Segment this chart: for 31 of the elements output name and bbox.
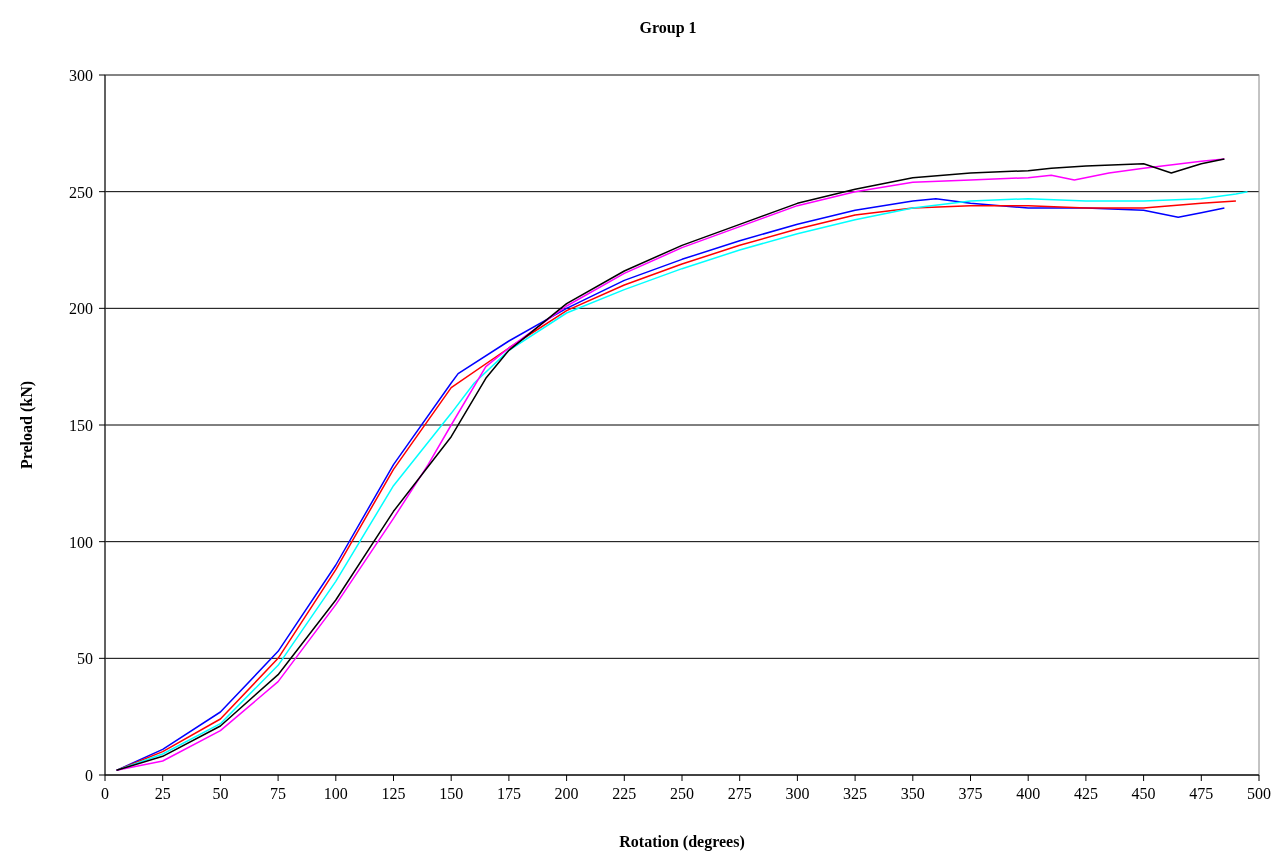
- x-tick-label: 125: [381, 785, 406, 802]
- x-tick-label: 25: [154, 785, 171, 802]
- y-tick-label: 150: [69, 417, 93, 434]
- x-tick-label: 150: [439, 785, 464, 802]
- chart-title: Group 1: [639, 19, 697, 37]
- x-tick-label: 500: [1247, 785, 1271, 802]
- x-tick-label: 475: [1189, 785, 1214, 802]
- x-tick-label: 225: [612, 785, 637, 802]
- x-tick-label: 0: [101, 785, 109, 802]
- x-tick-label: 425: [1073, 785, 1098, 802]
- x-tick-label: 400: [1016, 785, 1041, 802]
- y-tick-label: 200: [69, 300, 93, 318]
- y-tick-label: 50: [77, 650, 93, 668]
- y-tick-label: 0: [85, 767, 93, 784]
- x-tick-label: 200: [554, 785, 579, 802]
- x-tick-label: 450: [1131, 785, 1156, 802]
- x-tick-label: 300: [785, 785, 810, 802]
- x-tick-label: 275: [727, 785, 752, 802]
- x-tick-label: 75: [270, 785, 287, 802]
- x-tick-label: 100: [323, 785, 348, 802]
- y-tick-label: 250: [69, 183, 93, 201]
- x-tick-label: 325: [843, 785, 868, 802]
- x-tick-label: 50: [212, 785, 229, 802]
- x-tick-label: 175: [496, 785, 521, 802]
- x-tick-label: 250: [670, 785, 694, 802]
- x-tick-label: 350: [900, 785, 925, 802]
- y-tick-label: 300: [69, 67, 93, 84]
- y-axis-title: Preload (kN): [18, 380, 36, 470]
- y-tick-label: 100: [69, 533, 93, 551]
- x-axis-title: Rotation (degrees): [619, 833, 745, 851]
- x-tick-label: 375: [958, 785, 983, 802]
